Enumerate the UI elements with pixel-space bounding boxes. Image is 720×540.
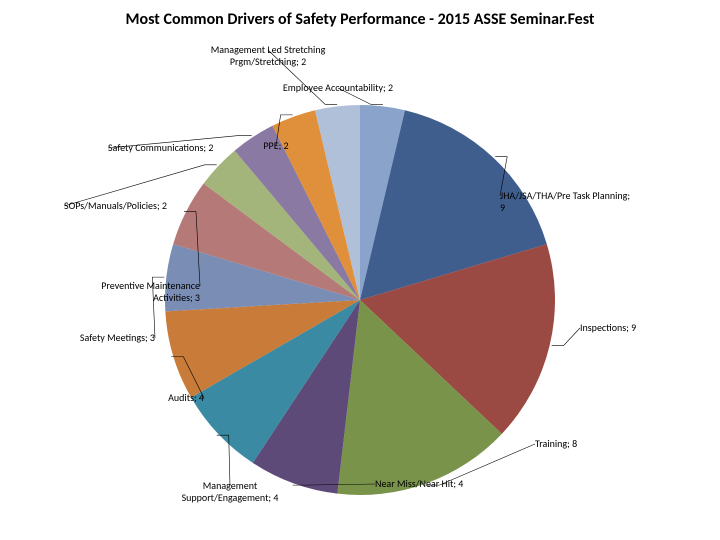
slice-label: Training; 8 bbox=[535, 438, 577, 450]
slice-label: Preventive Maintenance Activities; 3 bbox=[101, 280, 200, 303]
slice-label: Management Led Stretching Prgm/Stretchin… bbox=[211, 44, 326, 67]
slice-label: Near Miss/Near Hit; 4 bbox=[375, 478, 463, 490]
slice-label: Safety Communications; 2 bbox=[108, 142, 213, 154]
leader-line bbox=[552, 328, 580, 345]
slice-label: JHA/JSA/THA/Pre Task Planning; 9 bbox=[500, 190, 630, 213]
slice-label: PPE; 2 bbox=[263, 140, 288, 152]
slice-label: Employee Accountability; 2 bbox=[283, 82, 393, 94]
slice-label: Safety Meetings; 3 bbox=[80, 332, 155, 344]
slice-label: Audits; 4 bbox=[168, 392, 204, 404]
slice-label: Management Support/Engagement; 4 bbox=[182, 480, 279, 503]
slice-label: SOPs/Manuals/Policies; 2 bbox=[64, 200, 167, 212]
slice-label: Inspections; 9 bbox=[580, 322, 636, 334]
